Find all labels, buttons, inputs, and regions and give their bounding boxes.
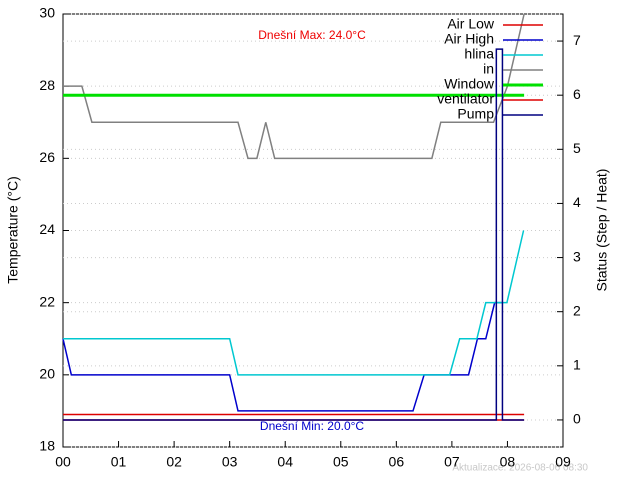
y2-tick-label: 5 — [573, 140, 581, 156]
x-tick-label: 02 — [166, 454, 182, 470]
x-tick-label: 01 — [111, 454, 127, 470]
y2-tick-label: 4 — [573, 194, 581, 210]
legend-label: Pump — [457, 106, 494, 122]
y2-tick-label: 1 — [573, 357, 581, 373]
max-annotation: Dnešní Max: 24.0°C — [258, 28, 366, 42]
y-tick-label: 22 — [39, 293, 55, 309]
y2-axis-label: Status (Step / Heat) — [594, 169, 610, 292]
x-tick-label: 00 — [55, 454, 71, 470]
legend-label: hlina — [464, 46, 494, 62]
legend-label: Air Low — [447, 16, 495, 32]
y2-tick-label: 2 — [573, 302, 581, 318]
legend-label: Air High — [444, 31, 494, 47]
y-tick-label: 24 — [39, 221, 55, 237]
y2-tick-label: 6 — [573, 86, 581, 102]
y2-tick-label: 7 — [573, 32, 581, 48]
x-tick-label: 03 — [222, 454, 238, 470]
x-tick-label: 06 — [389, 454, 405, 470]
x-tick-label: 05 — [333, 454, 349, 470]
update-note: Aktualizace: 2026-08-06 08:30 — [452, 463, 588, 474]
x-tick-label: 08 — [500, 454, 516, 470]
x-tick-label: 07 — [444, 454, 460, 470]
series-line — [63, 48, 525, 421]
x-tick-label: 09 — [555, 454, 571, 470]
y-tick-label: 28 — [39, 77, 55, 93]
y-tick-label: 18 — [39, 438, 55, 454]
legend-label: Window — [444, 76, 495, 92]
y-tick-label: 30 — [39, 5, 55, 21]
series-line — [62, 301, 502, 412]
y-axis-label: Temperature (°C) — [5, 176, 21, 284]
y-tick-label: 26 — [39, 149, 55, 165]
legend-label: ventilator — [437, 91, 494, 107]
legend-label: in — [483, 61, 494, 77]
y-tick-label: 20 — [39, 366, 55, 382]
x-tick-label: 04 — [277, 454, 293, 470]
series-line — [63, 13, 525, 160]
min-annotation: Dnešní Min: 20.0°C — [260, 419, 365, 433]
series-line — [63, 230, 525, 376]
y2-tick-label: 0 — [573, 411, 581, 427]
y2-tick-label: 3 — [573, 248, 581, 264]
